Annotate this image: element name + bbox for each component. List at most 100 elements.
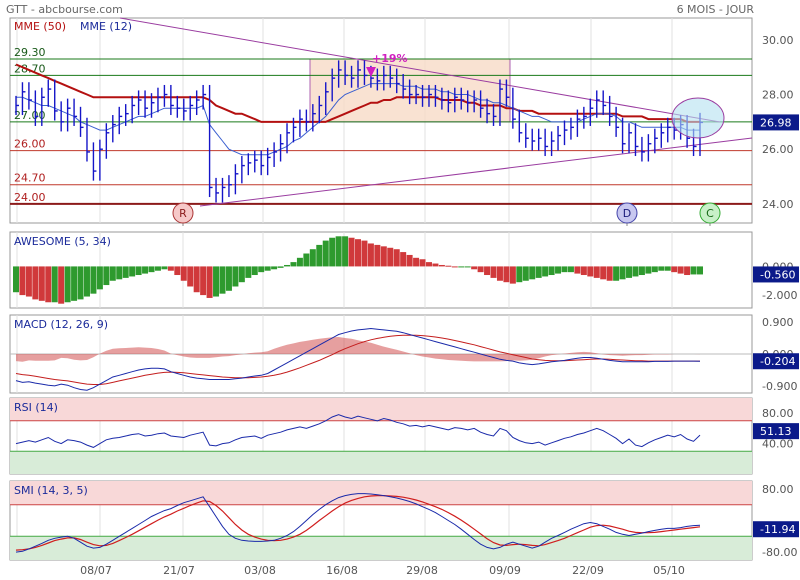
chart-title: GTT - abcbourse.com [6,3,123,16]
awesome-bar [632,266,639,277]
gain-annotation: +19% [372,52,408,65]
awesome-bar [258,266,265,273]
awesome-bar [64,266,71,303]
awesome-bar [619,266,626,280]
marker-label: D [623,207,631,220]
awesome-bar [309,249,316,267]
x-tick-label: 03/08 [244,564,276,577]
marker-circle [616,202,638,224]
awesome-bar [103,266,110,286]
last-value-label: -0.204 [760,355,795,368]
level-label: 28.70 [14,62,46,75]
last-value-label: 51.13 [760,425,792,438]
awesome-bar [684,266,691,276]
awesome-bar [277,266,284,268]
awesome-bar [19,266,26,296]
macd-line [15,327,701,391]
awesome-bar [167,266,174,271]
last-value-box [753,266,799,283]
awesome-bar [342,236,349,267]
awesome-bar [425,262,432,267]
awesome-bar [58,266,65,304]
awesome-bar [329,237,336,267]
awesome-bar [135,266,142,276]
awesome-bar [83,266,90,297]
awesome-bar [142,266,149,274]
awesome-bar [109,266,116,281]
awesome-bar [213,266,220,297]
awesome-bar [600,266,607,280]
x-tick-label: 08/07 [80,564,112,577]
y-tick-label: -0.900 [762,380,797,393]
awesome-bar [122,266,129,278]
last-value-box [753,521,799,538]
awesome-bar [51,266,58,303]
awesome-bar [458,266,465,268]
awesome-bar [322,240,329,267]
macd-histogram [16,337,700,362]
awesome-bar [251,266,258,276]
resistance-trendline [119,17,721,123]
marker-label: C [706,207,714,220]
indicator-title: SMI (14, 3, 5) [14,484,88,497]
y-tick-label: 26.00 [762,143,794,156]
awesome-bar [432,263,439,267]
awesome-bar [271,266,278,270]
x-tick-label: 09/09 [489,564,521,577]
x-tick-label: 21/07 [163,564,195,577]
awesome-bar [284,264,291,267]
awesome-bar [303,253,310,267]
y-tick-label: 80.00 [762,483,794,496]
awesome-bar [613,266,620,281]
awesome-bar [542,266,549,277]
awesome-bar [129,266,136,277]
awesome-bar [361,240,368,267]
smi-line [15,493,701,553]
awesome-bar [626,266,633,278]
y-tick-label: 40.00 [762,438,794,451]
level-label: 24.70 [14,172,46,185]
awesome-bar [174,266,181,276]
awesome-bar [200,266,207,296]
awesome-bar [393,249,400,267]
awesome-bar [561,266,568,273]
x-tick-label: 05/10 [653,564,685,577]
legend-mme12: MME (12) [80,20,132,33]
x-tick-label: 22/09 [572,564,604,577]
smi-overbought-zone [10,481,752,505]
awesome-bar [645,266,652,274]
awesome-bar [535,266,542,278]
highlight-ellipse [671,97,725,139]
awesome-bar [471,266,478,270]
awesome-bar [187,266,194,287]
y-tick-label: 0.900 [762,316,794,329]
awesome-bar [509,266,516,284]
gain-arrow-icon [366,67,376,77]
awesome-bar [606,266,613,281]
awesome-bar [484,266,491,276]
last-value-box [753,353,799,370]
awesome-bar [13,266,19,293]
awesome-bar [697,266,703,275]
last-value-label: -0.560 [760,268,795,281]
awesome-bar [555,266,562,274]
awesome-bar [245,266,252,278]
rsi-overbought-zone [10,398,752,421]
smi-signal-line [15,495,701,551]
legend-mme50: MME (50) [14,20,66,33]
awesome-bar [671,266,678,273]
awesome-bar [180,266,187,281]
marker-circle [699,202,721,224]
awesome-bar [548,266,555,276]
awesome-bar [580,266,587,276]
awesome-bar [335,236,342,267]
awesome-bar [651,266,658,273]
awesome-bar [206,266,213,298]
awesome-bar [116,266,123,280]
level-label: 26.00 [14,138,46,151]
y-tick-label: 28.00 [762,89,794,102]
awesome-bar [45,266,52,303]
level-label: 29.30 [14,46,46,59]
awesome-bar [161,266,168,270]
